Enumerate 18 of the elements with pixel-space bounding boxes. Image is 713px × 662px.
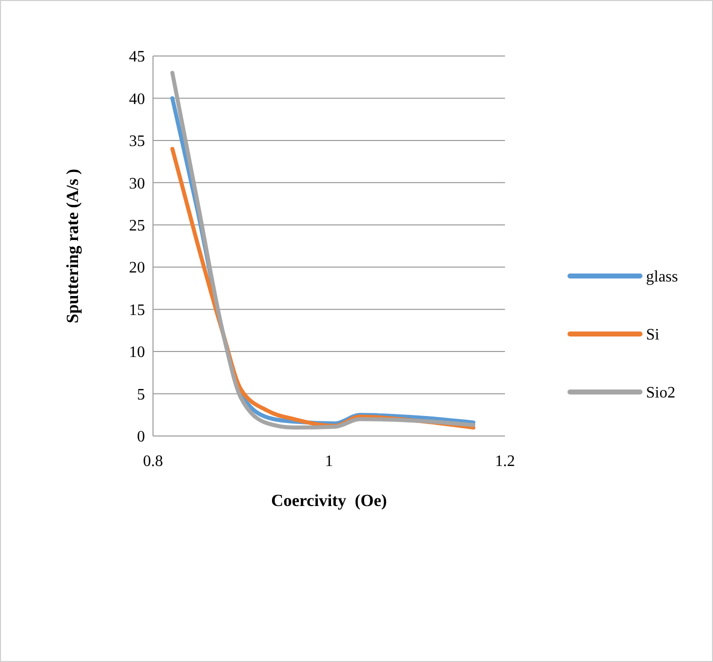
y-tick-label: 10 <box>129 344 145 362</box>
y-tick-label: 35 <box>129 133 145 150</box>
y-tick-label: 15 <box>129 302 145 319</box>
legend-label: Sio2 <box>646 384 676 402</box>
x-tick-label: 1.2 <box>495 453 515 470</box>
y-axis-title: Sputtering rate (A/s ) <box>63 168 82 324</box>
y-tick-label: 5 <box>137 386 145 404</box>
y-tick-label: 30 <box>129 175 145 192</box>
legend-label: glass <box>646 268 678 286</box>
x-axis-title: Coercivity (Oe) <box>271 491 387 510</box>
legend-label: Si <box>646 326 660 344</box>
y-tick-label: 0 <box>137 428 145 446</box>
y-tick-label: 45 <box>129 48 145 66</box>
x-tick-label: 1 <box>325 453 333 470</box>
y-tick-label: 25 <box>129 217 145 234</box>
y-tick-label: 20 <box>129 260 145 277</box>
y-tick-label: 40 <box>129 90 145 108</box>
x-tick-label: 0.8 <box>143 453 163 470</box>
